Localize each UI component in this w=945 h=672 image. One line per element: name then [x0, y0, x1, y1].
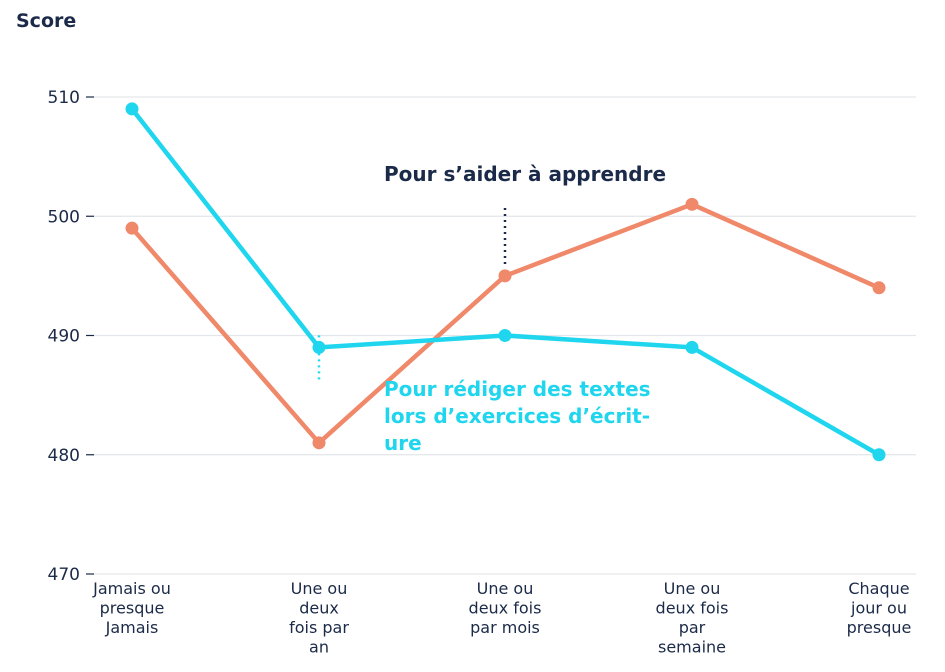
y-tick-label: 480 — [48, 446, 80, 466]
series-label-apprendre: Pour s’aider à apprendre — [384, 162, 666, 186]
y-tick-label: 470 — [48, 565, 80, 585]
y-axis: 470 480 490 500 510 — [48, 88, 94, 585]
data-point — [125, 221, 139, 235]
x-tick-label: Une ou deux fois par mois — [469, 579, 542, 637]
data-point — [872, 281, 886, 295]
data-point — [312, 436, 326, 450]
x-tick-label: Jamais ou presque Jamais — [92, 579, 171, 637]
series-group — [125, 102, 886, 462]
y-tick-label: 510 — [48, 88, 80, 108]
data-point — [872, 448, 886, 462]
x-tick-label: Chaque jour ou presque — [847, 579, 912, 637]
x-axis: Jamais ou presque Jamais Une ou deux fois par… — [92, 579, 911, 657]
x-tick-label: Une ou deux fois par semaine — [656, 579, 729, 657]
y-axis-title: Score — [16, 10, 76, 32]
series-label-rediger: Pour rédiger des textes lors d’exercices … — [384, 377, 651, 455]
data-point — [685, 340, 699, 354]
data-point — [685, 197, 699, 211]
x-tick-label: Une ou deux fois par an — [289, 579, 349, 657]
annotations: Pour s’aider à apprendre Pour rédiger des… — [317, 162, 666, 455]
data-point — [498, 269, 512, 283]
data-point — [498, 329, 512, 342]
data-point — [125, 102, 139, 116]
y-tick-label: 500 — [48, 207, 80, 227]
y-tick-label: 490 — [48, 327, 80, 347]
